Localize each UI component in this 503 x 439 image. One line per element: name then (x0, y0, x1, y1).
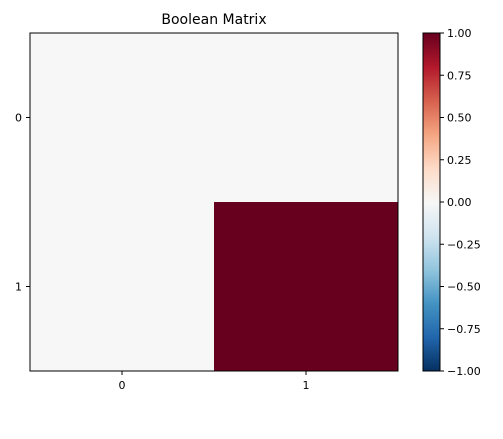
chart-title: Boolean Matrix (161, 12, 266, 28)
y-axis-ticks: 01 (15, 112, 30, 294)
colorbar-tick-label: −1.00 (447, 365, 481, 378)
colorbar-tick-label: −0.50 (447, 281, 481, 294)
colorbar-ticks: 1.00 0.75 0.50 0.25 0.00 −0.25 −0.50 −0.75 −1.00 (440, 27, 481, 378)
colorbar-tick-label: 0.25 (447, 154, 472, 167)
y-tick-label: 0 (15, 112, 22, 125)
colorbar-tick-label: 0.00 (447, 196, 472, 209)
heatmap-cell (214, 202, 399, 372)
heatmap-cell (30, 33, 215, 203)
colorbar-tick-label: 1.00 (447, 27, 472, 40)
colorbar-tick-label: −0.75 (447, 323, 481, 336)
colorbar-tick-label: 0.75 (447, 69, 472, 82)
colorbar (423, 33, 440, 371)
x-tick-label: 1 (303, 379, 310, 392)
colorbar-tick-label: −0.25 (447, 238, 481, 251)
plot-frame (29, 32, 399, 372)
colorbar-tick-label: 0.50 (447, 112, 472, 125)
heatmap-cells (30, 33, 399, 372)
x-tick-label: 0 (119, 379, 126, 392)
heatmap-cell (30, 202, 215, 372)
y-tick-label: 1 (15, 281, 22, 294)
heatmap-cell (214, 33, 399, 203)
